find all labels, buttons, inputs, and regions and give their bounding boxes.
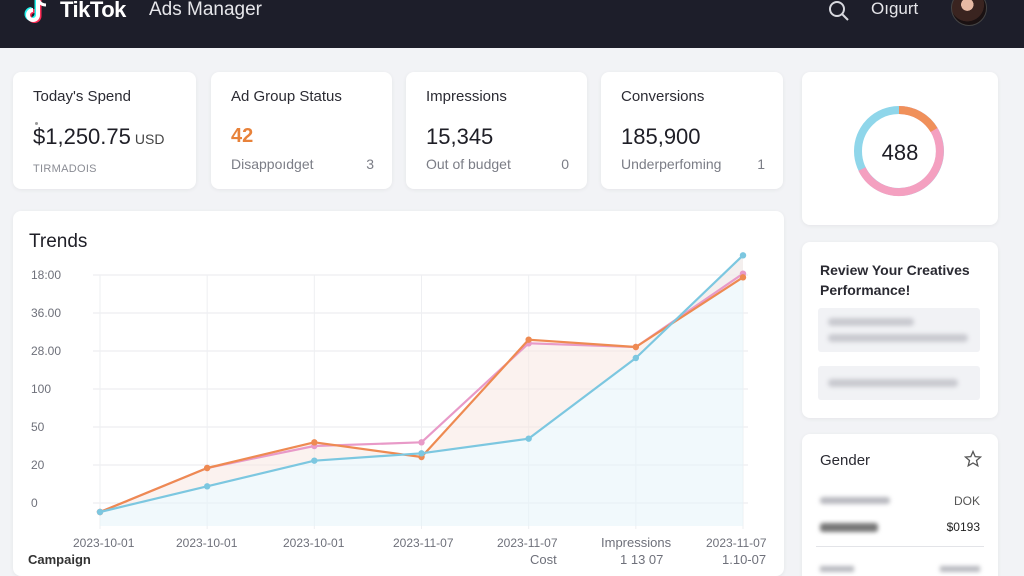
y-tick-label: 18:00 [31, 268, 61, 282]
kpi-card-conversions[interactable]: Conversions 185,900 Underperfoming 1 [601, 72, 783, 189]
blurred-label [820, 497, 890, 504]
y-tick-label: 100 [31, 382, 51, 396]
kpi-count: 1 [757, 156, 765, 172]
data-point [739, 274, 747, 281]
product-name: Ads Manager [149, 0, 263, 20]
kpi-count: 0 [561, 156, 569, 172]
blurred-line [828, 334, 968, 342]
data-point [525, 336, 532, 343]
blurred-content-1 [818, 308, 980, 352]
gender-row-value: DOK [953, 494, 980, 508]
data-point [203, 464, 211, 472]
impressions-label: Impressions [601, 535, 672, 550]
y-tick-label: 36.00 [31, 306, 61, 320]
donut-chart [854, 106, 944, 196]
search-icon[interactable] [826, 0, 852, 24]
trends-card[interactable]: Trends 0 20 50 100 28.00 36.00 18:00 2023-10-01… [13, 211, 784, 576]
x-tick-label: 2023-10-01 [283, 536, 345, 550]
x-tick-label: 2023-11-07 [393, 536, 454, 550]
blurred-label [820, 523, 878, 532]
tiktok-logo-icon[interactable] [22, 0, 52, 26]
trends-title: Trends [29, 231, 88, 252]
kpi-title: Ad Group Status [231, 88, 342, 105]
data-point [311, 457, 318, 464]
kpi-value: 42 [231, 125, 254, 147]
data-point [311, 439, 318, 446]
blurred-line [828, 318, 914, 326]
kpi-count: 3 [366, 156, 374, 172]
review-creatives-card[interactable]: Review Your Creatives Performance! [802, 242, 998, 418]
y-tick-label: 0 [31, 496, 38, 510]
trends-chart: 0 20 50 100 28.00 36.00 18:00 2023-10-01 2023-10… [31, 252, 767, 550]
kpi-card-impressions[interactable]: Impressions 15,345 Out of budget 0 [406, 72, 587, 189]
data-point [96, 508, 104, 516]
campaign-label[interactable]: Campaign [28, 552, 91, 567]
data-point [203, 483, 211, 490]
data-point [418, 439, 425, 446]
data-point [525, 435, 532, 442]
kpi-title: Impressions [426, 88, 507, 105]
y-tick-label: 20 [31, 458, 45, 472]
kpi-subtext: Underperfoming [621, 156, 722, 172]
kpi-value: $1,250.75 USD [33, 124, 164, 150]
brand-name: TikTok [60, 0, 126, 22]
data-point [418, 450, 425, 457]
kpi-title: Today's Spend [33, 88, 131, 105]
data-point [632, 343, 640, 351]
data-point [632, 354, 640, 362]
blurred-line [828, 379, 958, 387]
spend-amount: $1,250.75 [33, 124, 131, 149]
review-title: Review Your Creatives Performance! [820, 262, 970, 298]
y-tick-label: 28.00 [31, 344, 61, 358]
cost-label: Cost [530, 552, 557, 567]
last-date: 1.10-07 [722, 552, 767, 567]
impressions-date: 1 13 07 [620, 552, 664, 567]
top-bar: TikTok Ads Manager Oıgurt [0, 0, 1024, 48]
donut-value: 488 [881, 140, 919, 165]
user-menu[interactable]: Oıgurt [871, 0, 919, 18]
x-tick-label: 2023-11-07 [497, 536, 558, 550]
currency-unit: USD [134, 131, 165, 147]
y-tick-label: 50 [31, 420, 45, 434]
kpi-card-spend[interactable]: Today's Spend $1,250.75 USD TIRMADOIS [13, 72, 196, 189]
bullet-dot [35, 122, 38, 125]
x-tick-label: 2023-10-01 [73, 536, 135, 550]
star-icon[interactable] [964, 450, 982, 468]
donut-segment-orange [898, 106, 938, 133]
data-point [739, 252, 747, 259]
kpi-card-ad-group-status[interactable]: Ad Group Status 42 Disappoıdget 3 [211, 72, 392, 189]
donut-card[interactable]: 488 [802, 72, 998, 225]
kpi-title: Conversions [621, 88, 705, 105]
blurred-label [940, 566, 980, 572]
gender-card[interactable]: Gender DOK $0193 [802, 434, 998, 576]
divider [816, 546, 984, 547]
area-fill-cyan [100, 255, 743, 527]
kpi-value: 15,345 [426, 124, 494, 149]
kpi-subtext: Disappoıdget [231, 156, 314, 172]
kpi-subtext: Out of budget [426, 156, 511, 172]
x-tick-label: 2023-10-01 [176, 536, 238, 550]
avatar[interactable] [951, 0, 987, 26]
blurred-content-2 [818, 366, 980, 400]
blurred-label [820, 566, 854, 572]
kpi-value: 185,900 [621, 124, 701, 149]
kpi-subtext: TIRMADOIS [33, 163, 97, 175]
gender-title: Gender [820, 452, 871, 469]
x-tick-label: 2023-11-07 [706, 536, 767, 550]
gender-row-value: $0193 [946, 520, 980, 534]
